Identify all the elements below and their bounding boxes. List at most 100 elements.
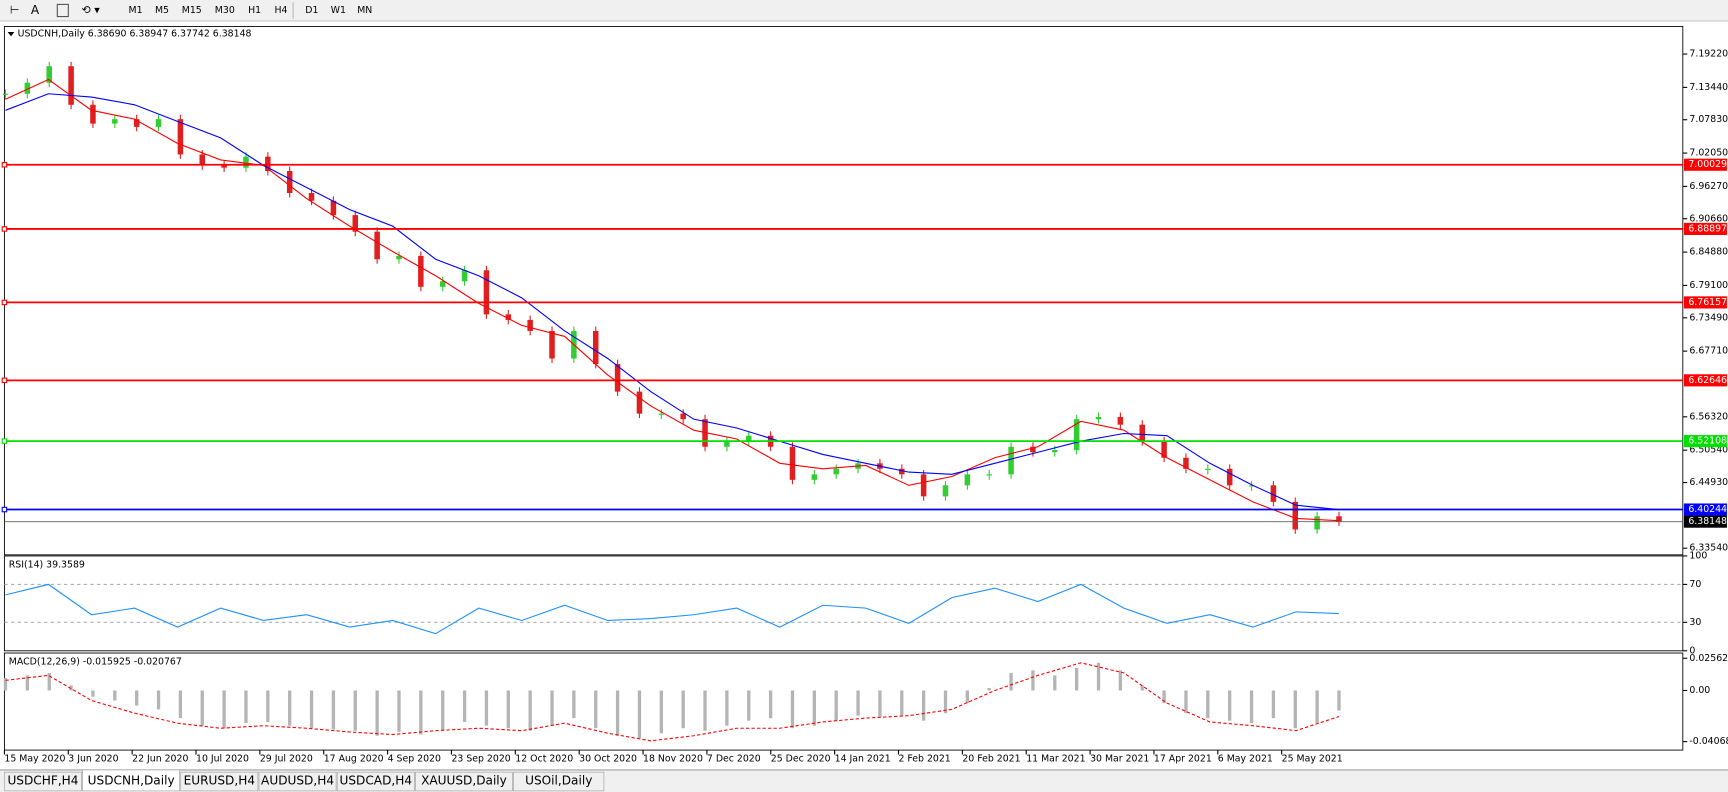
time-label: 7 Dec 2020 — [707, 753, 761, 764]
title-arrow — [7, 31, 15, 37]
label-tool[interactable] — [56, 3, 69, 18]
candle-body — [46, 66, 52, 83]
tab-label[interactable]: USOil,Daily — [525, 773, 592, 787]
candle-body — [133, 119, 140, 127]
candle-body — [24, 82, 31, 94]
tab[interactable] — [4, 771, 82, 792]
level-handle[interactable] — [1, 299, 8, 306]
candle-body — [330, 200, 337, 216]
candle-body — [68, 66, 74, 105]
macd-bar — [550, 690, 554, 726]
level-handle[interactable] — [1, 438, 8, 444]
candle-body — [592, 330, 599, 365]
candle-body — [461, 270, 468, 282]
macd-bar — [1075, 667, 1079, 691]
timeframe-button[interactable]: H1 — [248, 5, 261, 16]
toolbar-icon[interactable]: ⊢ — [10, 3, 20, 16]
macd-bar — [725, 690, 729, 726]
level-label-box — [1683, 158, 1727, 171]
timeframe-button[interactable]: W1 — [331, 5, 346, 16]
timeframe-button[interactable]: D1 — [305, 5, 318, 16]
time-label: 22 Jun 2020 — [132, 753, 188, 764]
candle-body — [483, 270, 490, 315]
candle-body — [1030, 446, 1036, 453]
level-label-box — [1683, 435, 1727, 448]
candle-body — [1205, 468, 1211, 470]
tab[interactable] — [336, 771, 415, 792]
candle-body — [2, 93, 9, 95]
tab[interactable] — [258, 771, 337, 792]
toolbar — [0, 0, 1728, 21]
candle-body — [396, 255, 402, 260]
chart-background — [4, 26, 1728, 751]
shapes-tool[interactable]: ⟲ ▾ — [82, 3, 101, 16]
candle-body — [439, 281, 446, 287]
tab-label[interactable]: USDCHF,H4 — [7, 773, 78, 787]
candle-body — [1248, 485, 1255, 487]
macd-bar — [812, 690, 816, 726]
indicator-tick-label: 0 — [1689, 645, 1695, 656]
price-label: 6.50540 — [1689, 445, 1728, 456]
candle-body — [112, 119, 118, 124]
text-tool[interactable]: A — [31, 3, 40, 17]
macd-bar — [1206, 690, 1210, 719]
candle-body — [505, 314, 512, 320]
candle-body — [680, 413, 686, 420]
tab[interactable] — [180, 771, 259, 792]
candle-body — [1117, 416, 1124, 425]
macd-bar — [1096, 662, 1101, 691]
indicator-title: MACD(12,26,9) -0.015925 -0.020767 — [9, 656, 182, 667]
time-label: 17 Aug 2020 — [324, 753, 384, 764]
macd-bar — [1162, 690, 1166, 704]
candle-body — [1292, 501, 1299, 530]
tab-label[interactable]: XAUUSD,Daily — [421, 773, 507, 787]
level-label-box — [1683, 296, 1727, 309]
level-handle[interactable] — [1, 226, 8, 232]
active-tab-label[interactable]: USDCNH,Daily — [88, 773, 175, 787]
candle-body — [811, 474, 818, 480]
timeframe-button[interactable]: M5 — [155, 5, 169, 16]
macd-bar — [790, 690, 795, 729]
macd-bar — [1315, 690, 1319, 724]
candle-body — [614, 364, 621, 392]
price-label: 6.73490 — [1689, 312, 1728, 323]
level-handle[interactable] — [1, 377, 8, 384]
active-tab[interactable] — [82, 769, 180, 792]
timeframe-button[interactable]: M30 — [215, 5, 235, 16]
macd-bar — [659, 690, 663, 734]
time-label: 30 Mar 2021 — [1090, 753, 1149, 764]
candle-body — [1314, 516, 1320, 530]
tab-label[interactable]: EURUSD,H4 — [184, 773, 256, 787]
price-label: 7.19220 — [1689, 49, 1728, 60]
macd-bar — [768, 690, 773, 719]
time-label: 4 Sep 2020 — [388, 753, 441, 764]
indicator-tick-label: 70 — [1689, 579, 1701, 590]
timeframe-button[interactable]: MN — [357, 5, 372, 16]
macd-bar — [572, 690, 576, 719]
macd-bar — [528, 690, 532, 731]
timeframe-button[interactable]: M1 — [129, 5, 143, 16]
candle-body — [308, 193, 315, 201]
price-label: 6.96270 — [1689, 181, 1728, 192]
candle-body — [1183, 457, 1189, 469]
candle-body — [833, 468, 839, 475]
price-label: 6.84880 — [1689, 247, 1728, 258]
level-handle[interactable] — [1, 161, 8, 168]
candle-body — [920, 474, 927, 497]
timeframe-button[interactable]: H4 — [275, 5, 288, 16]
timeframe-button[interactable]: M15 — [182, 5, 202, 16]
price-label: 6.67710 — [1689, 346, 1728, 357]
macd-bar — [266, 690, 270, 722]
price-label: 6.44930 — [1689, 477, 1728, 488]
macd-bar — [135, 690, 139, 706]
tab[interactable] — [415, 771, 513, 792]
tab[interactable] — [513, 771, 605, 792]
indicator-tick-label: 30 — [1689, 617, 1701, 628]
time-label: 30 Oct 2020 — [579, 753, 637, 764]
level-handle[interactable] — [1, 506, 8, 513]
macd-bar — [462, 690, 467, 722]
tab-label[interactable]: AUDUSD,H4 — [261, 773, 334, 787]
tab-label[interactable]: USDCAD,H4 — [340, 773, 413, 787]
moving-average — [5, 78, 1340, 522]
macd-bar — [703, 690, 707, 731]
